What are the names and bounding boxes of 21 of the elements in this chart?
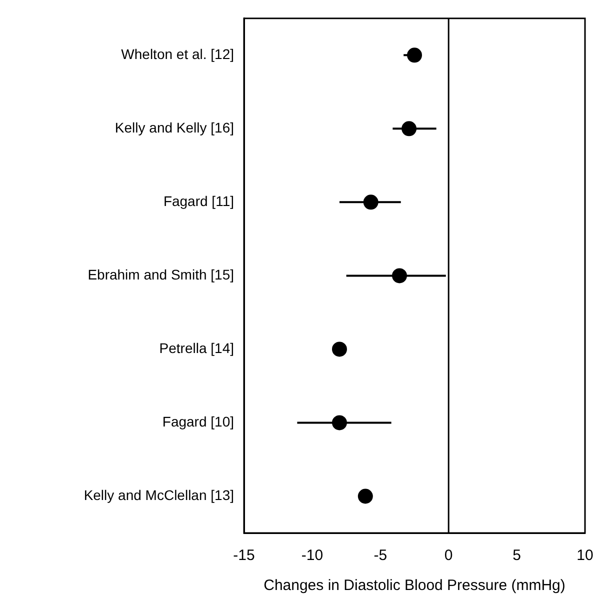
x-tick-label: 5: [512, 547, 521, 564]
point: [358, 488, 373, 504]
point: [332, 342, 347, 357]
y-tick-label: Fagard [10]: [162, 414, 234, 430]
y-tick-label: Ebrahim and Smith [15]: [88, 266, 234, 283]
y-tick-label: Fagard [11]: [163, 193, 234, 210]
x-axis-title: Changes in Diastolic Blood Pressure (mmHg): [264, 577, 566, 594]
y-tick-label: Kelly and McClellan [13]: [84, 487, 234, 504]
point: [332, 415, 347, 430]
point: [363, 194, 378, 210]
point: [407, 48, 422, 63]
x-tick-label: 10: [576, 547, 594, 564]
x-tick-label: -15: [233, 547, 255, 564]
point: [392, 268, 407, 284]
y-tick-label: Petrella [14]: [159, 340, 234, 356]
y-tick-label: Whelton et al. [12]: [121, 46, 234, 62]
point: [402, 121, 417, 136]
x-tick-label: 0: [444, 547, 453, 564]
x-tick-label: -5: [374, 547, 388, 564]
y-tick-label: Kelly and Kelly [16]: [114, 120, 234, 136]
x-tick-label: -10: [301, 547, 324, 564]
